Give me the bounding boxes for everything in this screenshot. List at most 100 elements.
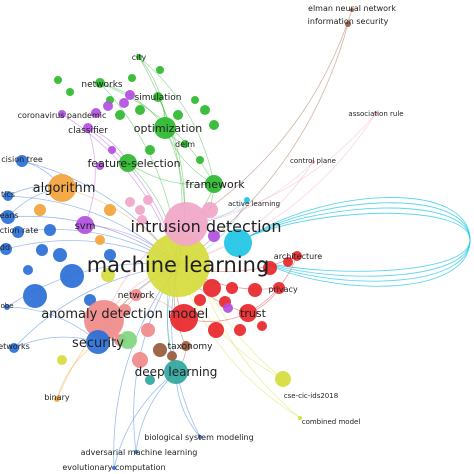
- node-ction-rate[interactable]: [12, 226, 24, 238]
- node-eans[interactable]: [1, 210, 15, 224]
- edge-loop-3: [249, 197, 471, 287]
- label-layer: machine learning intrusion detection anoma…: [0, 4, 404, 472]
- cluster-node-24: [23, 284, 47, 308]
- node-algorithm[interactable]: [48, 174, 76, 202]
- label-algorithm: algorithm: [33, 181, 96, 196]
- cluster-node-25: [60, 264, 84, 288]
- label-ction-rate: ction rate: [0, 226, 38, 235]
- node-tics[interactable]: [3, 191, 13, 201]
- edge-loop-2: [249, 202, 471, 282]
- cluster-node-33: [95, 235, 105, 245]
- cluster-node-41: [234, 324, 246, 336]
- node-biological-system-modeling[interactable]: [198, 435, 202, 439]
- cluster-node-16: [125, 90, 135, 100]
- edge-framework-city: [138, 56, 215, 185]
- node-combined-model[interactable]: [298, 416, 302, 420]
- node-active-learning[interactable]: [244, 197, 250, 203]
- node-coronavirus-pandemic[interactable]: [58, 110, 66, 118]
- cluster-node-54: [57, 355, 67, 365]
- label-svm: svm: [75, 221, 96, 232]
- node-cse-cic-ids2018[interactable]: [275, 371, 291, 387]
- node-city[interactable]: [136, 54, 142, 60]
- cluster-node-38: [263, 261, 277, 275]
- node-feature-selection[interactable]: [119, 154, 137, 172]
- label-binary: binary: [44, 393, 70, 402]
- node-cision-tree[interactable]: [16, 155, 28, 167]
- node-elman-neural-network[interactable]: [350, 8, 354, 12]
- cluster-node-23: [202, 202, 218, 218]
- cluster-node-55: [145, 375, 155, 385]
- cluster-node-32: [104, 204, 116, 216]
- label-deep-learning: deep learning: [135, 365, 218, 379]
- label-simulation: simulation: [135, 93, 182, 103]
- cluster-node-31: [104, 249, 116, 261]
- cluster-node-21: [125, 197, 135, 207]
- cluster-node-11: [145, 145, 155, 155]
- cluster-node-37: [248, 283, 262, 297]
- node-association-rule[interactable]: [374, 111, 378, 115]
- label-information-security: information security: [308, 17, 389, 26]
- cluster-node-10: [66, 88, 74, 96]
- label-etworks: etworks: [0, 342, 30, 351]
- node-control-plane[interactable]: [311, 160, 315, 164]
- node-adversarial-machine-learning[interactable]: [134, 450, 138, 454]
- label-architecture: architecture: [274, 252, 322, 261]
- label-dd: dd: [0, 243, 10, 252]
- node-dd[interactable]: [0, 243, 12, 255]
- node-optimization[interactable]: [154, 117, 176, 139]
- cluster-node-26: [53, 248, 67, 262]
- cluster-node-34: [34, 204, 46, 216]
- label-control-plane: control plane: [290, 157, 336, 165]
- node-networks[interactable]: [95, 78, 105, 88]
- cluster-node-57: [223, 303, 233, 313]
- node-svm[interactable]: [76, 216, 94, 234]
- cluster-node-48: [132, 352, 148, 368]
- node-framework[interactable]: [205, 175, 223, 193]
- cluster-node-5: [209, 120, 219, 130]
- node-deep-learning[interactable]: [164, 360, 188, 384]
- label-feature-selection: feature-selection: [87, 157, 180, 170]
- label-framework: framework: [185, 178, 245, 191]
- node-model[interactable]: [170, 304, 198, 332]
- label-obe: obe: [0, 302, 13, 310]
- node-security[interactable]: [86, 330, 110, 354]
- label-eans: eans: [0, 211, 19, 220]
- node-network[interactable]: [130, 289, 142, 301]
- node-trust[interactable]: [239, 304, 257, 322]
- node-architecture[interactable]: [292, 251, 302, 261]
- cluster-node-14: [119, 98, 129, 108]
- node-machine-learning[interactable]: [146, 233, 210, 297]
- node-evolutionary-computation[interactable]: [112, 466, 116, 470]
- cluster-node-7: [128, 74, 136, 82]
- node-etworks[interactable]: [9, 343, 19, 353]
- node-obe[interactable]: [4, 304, 10, 310]
- cluster-node-12: [196, 156, 204, 164]
- node-information-security[interactable]: [345, 21, 351, 27]
- cluster-node-19: [135, 205, 145, 215]
- cluster-node-0: [115, 110, 125, 120]
- label-machine-learning: machine learning: [87, 253, 270, 277]
- cluster-node-28: [36, 244, 48, 256]
- edge-intrusion-detection-elman-neural-network: [185, 9, 353, 225]
- edge-machine-learning-information-security: [177, 23, 349, 266]
- node-simulation[interactable]: [153, 92, 163, 102]
- cluster-node-47: [141, 323, 155, 337]
- cluster-node-4: [200, 105, 210, 115]
- label-delm: delm: [175, 140, 195, 149]
- cluster-node-45: [224, 229, 252, 257]
- node-delm[interactable]: [181, 140, 189, 148]
- node-anomaly-detection[interactable]: [84, 300, 124, 340]
- node-taxonomy[interactable]: [181, 341, 191, 351]
- label-taxonomy: taxonomy: [168, 342, 214, 352]
- cluster-node-44: [194, 294, 206, 306]
- label-networks: networks: [81, 80, 123, 90]
- node-intrusion-detection[interactable]: [164, 202, 208, 246]
- node-binary[interactable]: [54, 396, 60, 402]
- node-privacy[interactable]: [273, 282, 285, 294]
- label-intrusion-detection: intrusion detection: [131, 217, 282, 236]
- node-classifier[interactable]: [83, 123, 93, 133]
- edge-svm-classifier: [84, 127, 96, 226]
- label-cse-cic-ids2018: cse-cic-ids2018: [284, 392, 338, 400]
- cluster-node-9: [54, 76, 62, 84]
